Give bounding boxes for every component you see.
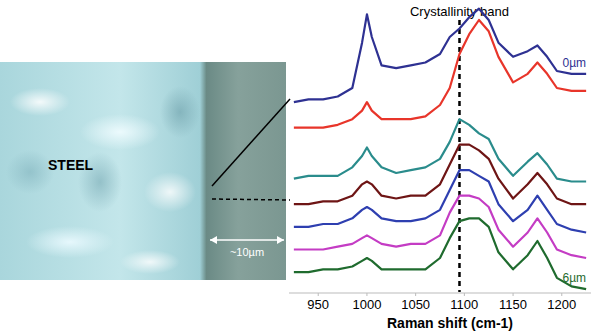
- series-label: 6µm: [563, 271, 587, 285]
- x-tick: [513, 293, 514, 296]
- x-tick: [366, 293, 367, 296]
- connector-dashed: [212, 199, 290, 200]
- spectrum-line: [294, 119, 586, 181]
- x-tick-label: 1000: [352, 297, 381, 312]
- scale-arrow: [210, 239, 284, 241]
- spectrum-line: [294, 218, 586, 289]
- x-tick-label: 950: [307, 297, 329, 312]
- x-tick-label: 1050: [401, 297, 430, 312]
- scale-label: ~10µm: [230, 246, 264, 258]
- steel-label: STEEL: [48, 157, 94, 173]
- x-tick-label: 1150: [499, 297, 527, 312]
- figure: STEEL ~10µm 950 1000 1050 1100 1150 1200 Raman s…: [0, 0, 606, 333]
- connector-solid: [212, 99, 290, 186]
- plot-area: [294, 9, 586, 290]
- x-tick: [561, 293, 562, 296]
- x-axis-line: [289, 293, 591, 294]
- x-tick: [415, 293, 416, 296]
- spectrum-line: [294, 9, 586, 103]
- spectrum-line: [294, 145, 586, 205]
- x-tick-label: 1200: [547, 297, 576, 312]
- scale-arrowheads: [210, 236, 284, 244]
- x-tick-label: 1100: [450, 297, 478, 312]
- x-tick: [464, 293, 465, 296]
- series-label: 0µm: [563, 56, 587, 70]
- band-label: Crystallinity band: [410, 4, 509, 19]
- spectrum-line: [294, 170, 586, 232]
- spectrum-line: [294, 20, 586, 128]
- x-axis-title: Raman shift (cm-1): [387, 315, 513, 331]
- x-tick: [318, 293, 319, 296]
